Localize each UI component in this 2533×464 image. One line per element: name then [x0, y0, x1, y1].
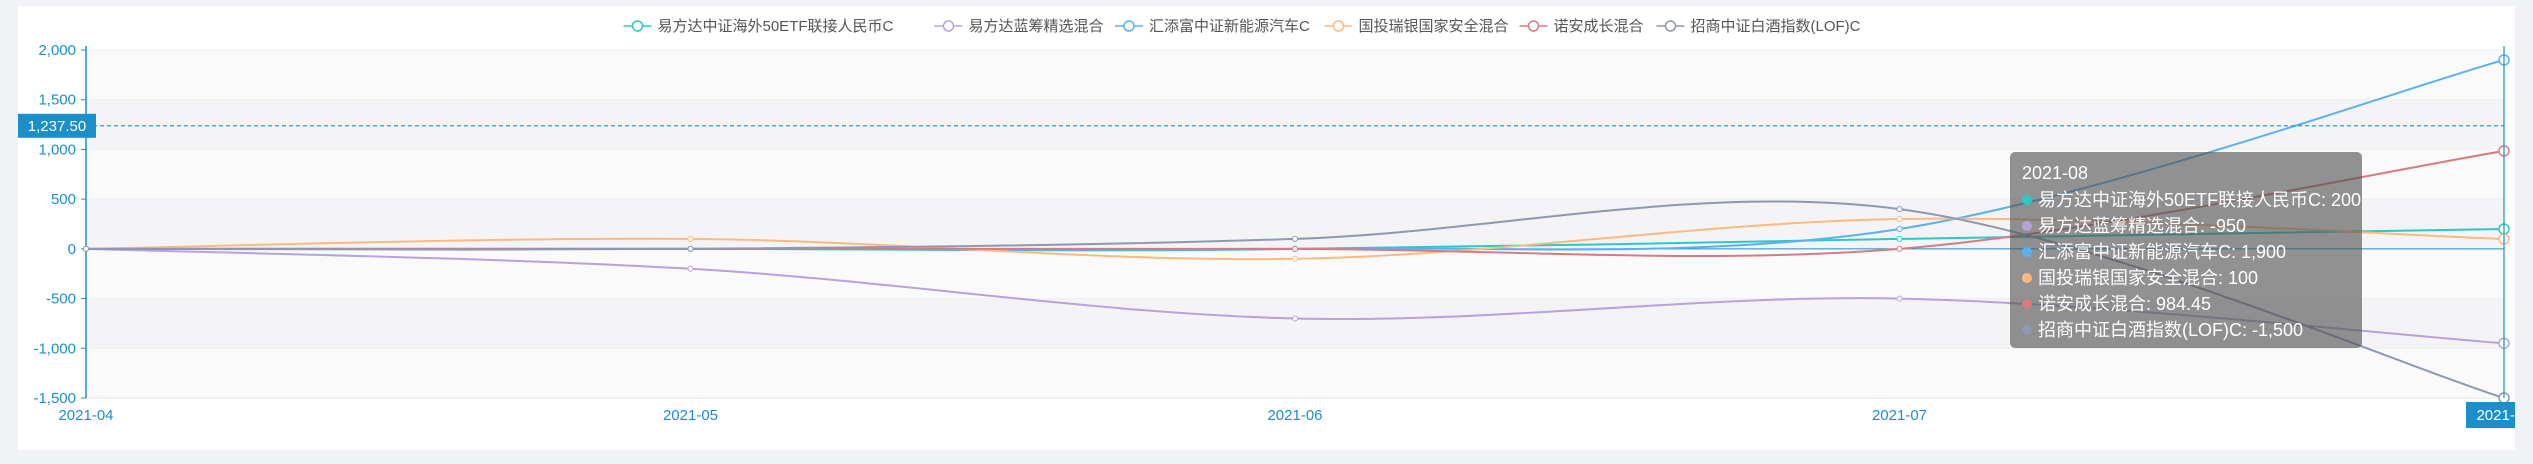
tooltip-line: 国投瑞银国家安全混合: 100 [2038, 268, 2258, 288]
tooltip-swatch [2022, 325, 2032, 335]
tooltip-line: 易方达蓝筹精选混合: -950 [2038, 216, 2246, 236]
y-tick-label: 0 [68, 241, 76, 258]
legend-swatch-marker [1664, 20, 1677, 32]
legend-item[interactable]: 招商中证白酒指数(LOF)C [1656, 18, 1861, 35]
x-tick-label: 2021-05 [663, 407, 718, 424]
legend-label: 易方达中证海外50ETF联接人民币C [658, 18, 894, 35]
y-tick-label: 1,000 [38, 141, 76, 158]
tooltip-box [2010, 152, 2362, 348]
legend-label: 汇添富中证新能源汽车C [1149, 17, 1310, 35]
y-tick-label: -1,000 [33, 340, 76, 357]
data-point[interactable] [1292, 235, 1298, 242]
legend-label: 招商中证白酒指数(LOF)C [1691, 18, 1861, 35]
tooltip-swatch [2022, 299, 2032, 309]
crosshair-y-label-box [18, 113, 96, 138]
tooltip: 2021-08 易方达中证海外50ETF联接人民币C: 200 易方达蓝筹精选混合:… [2010, 152, 2362, 348]
data-point[interactable] [687, 245, 694, 252]
data-point[interactable] [1292, 315, 1298, 322]
crosshair-y-label: 1,237.50 [28, 118, 86, 135]
data-point[interactable] [1292, 245, 1298, 252]
tooltip-swatch [2022, 273, 2032, 283]
y-tick-label: 2,000 [38, 42, 76, 59]
x-tick-label: 2021-07 [1872, 407, 1927, 424]
legend-swatch-marker [1527, 20, 1540, 32]
data-point[interactable] [1896, 216, 1903, 223]
legend-item[interactable]: 汇添富中证新能源汽车C [1115, 17, 1310, 35]
legend-swatch-marker [631, 20, 644, 32]
crosshair-x-label: 2021-08 [2476, 407, 2515, 424]
tooltip-swatch [2022, 195, 2032, 205]
y-tick-label: -1,500 [33, 390, 76, 407]
tooltip-title: 2021-08 [2022, 163, 2088, 183]
data-point[interactable] [1292, 255, 1298, 262]
chart-panel: 2,000 1,500 1,000 500 0 -500 -1,000 -1,500 2021… [18, 6, 2515, 450]
data-point[interactable] [1896, 295, 1903, 302]
crosshair: 1,237.50 2021-08 [18, 46, 2515, 428]
y-tick-label: -500 [46, 291, 76, 308]
grid-band [86, 99, 2504, 150]
crosshair-x-label-box [2466, 402, 2515, 428]
tooltip-swatch [2022, 247, 2032, 257]
legend[interactable]: 易方达中证海外50ETF联接人民币C 易方达蓝筹精选混合 汇添富中证新能源汽车C 国投… [623, 17, 1861, 35]
legend-item[interactable]: 诺安成长混合 [1519, 18, 1644, 35]
x-tick-label: 2021-06 [1267, 407, 1322, 424]
legend-item[interactable]: 国投瑞银国家安全混合 [1324, 17, 1509, 35]
data-point[interactable] [1896, 235, 1903, 242]
data-point[interactable] [687, 235, 694, 242]
tooltip-line: 汇添富中证新能源汽车C: 1,900 [2038, 242, 2286, 262]
y-tick-label: 1,500 [38, 92, 76, 109]
tooltip-line: 易方达中证海外50ETF联接人民币C: 200 [2038, 190, 2361, 210]
y-tick-label: 500 [51, 191, 76, 208]
data-point[interactable] [687, 265, 694, 272]
legend-swatch-marker [1332, 20, 1345, 32]
tooltip-line: 招商中证白酒指数(LOF)C: -1,500 [2038, 320, 2303, 340]
legend-item[interactable]: 易方达蓝筹精选混合 [934, 18, 1104, 35]
grid-band [86, 50, 2504, 100]
legend-label: 国投瑞银国家安全混合 [1359, 17, 1509, 35]
x-axis: 2021-04 2021-05 2021-06 2021-07 [58, 407, 1927, 424]
data-point[interactable] [1896, 245, 1903, 252]
line-chart: 2,000 1,500 1,000 500 0 -500 -1,000 -1,500 2021… [18, 17, 2515, 428]
tooltip-swatch [2022, 221, 2032, 231]
legend-label: 诺安成长混合 [1554, 18, 1644, 35]
legend-swatch-marker [942, 20, 955, 32]
x-tick-label: 2021-04 [58, 407, 113, 424]
legend-label: 易方达蓝筹精选混合 [969, 18, 1104, 35]
data-point[interactable] [83, 245, 89, 252]
grid-band [86, 348, 2504, 398]
data-point[interactable] [1896, 225, 1903, 232]
tooltip-line: 诺安成长混合: 984.45 [2038, 294, 2211, 314]
legend-swatch-marker [1123, 20, 1135, 32]
legend-item[interactable]: 易方达中证海外50ETF联接人民币C [623, 18, 894, 35]
data-point[interactable] [1896, 206, 1903, 213]
